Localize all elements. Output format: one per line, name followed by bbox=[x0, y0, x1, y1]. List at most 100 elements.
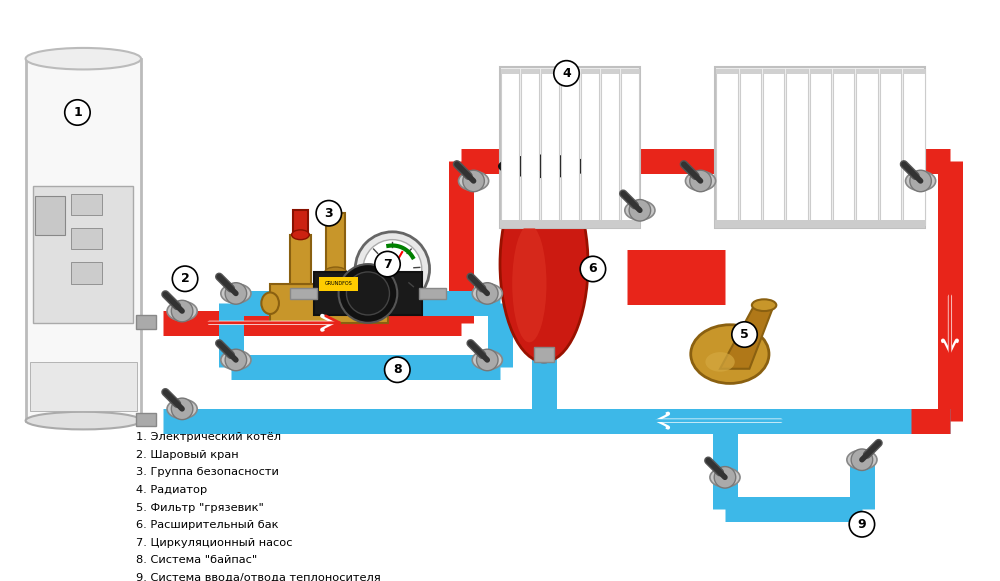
Bar bbox=[715, 66, 925, 228]
Bar bbox=[71, 193, 102, 215]
Bar bbox=[326, 213, 345, 272]
Ellipse shape bbox=[167, 302, 197, 321]
Text: 5: 5 bbox=[740, 328, 749, 341]
Bar bbox=[715, 220, 925, 228]
Circle shape bbox=[355, 232, 430, 306]
Circle shape bbox=[316, 200, 342, 226]
Ellipse shape bbox=[625, 200, 655, 220]
Bar bbox=[621, 70, 639, 225]
Bar bbox=[419, 288, 446, 299]
Bar bbox=[290, 288, 317, 299]
Bar bbox=[293, 210, 308, 235]
Bar bbox=[270, 284, 388, 323]
Circle shape bbox=[171, 398, 193, 419]
Bar bbox=[880, 70, 901, 225]
Ellipse shape bbox=[221, 284, 251, 303]
Ellipse shape bbox=[685, 171, 716, 191]
Bar bbox=[833, 70, 854, 74]
Bar bbox=[33, 186, 133, 323]
Bar bbox=[500, 66, 640, 228]
Ellipse shape bbox=[847, 450, 877, 469]
Text: 9: 9 bbox=[858, 518, 866, 531]
Text: 7. Циркуляционный насос: 7. Циркуляционный насос bbox=[136, 538, 293, 548]
Circle shape bbox=[225, 283, 247, 304]
Bar bbox=[786, 70, 808, 74]
Text: 3: 3 bbox=[325, 207, 333, 220]
Bar bbox=[763, 70, 784, 225]
Bar bbox=[71, 228, 102, 249]
Ellipse shape bbox=[379, 292, 396, 314]
Text: 6. Расширительный бак: 6. Расширительный бак bbox=[136, 520, 279, 530]
Bar bbox=[35, 196, 65, 235]
Ellipse shape bbox=[167, 399, 197, 418]
Bar bbox=[581, 70, 599, 74]
Circle shape bbox=[629, 199, 651, 221]
Bar bbox=[71, 262, 102, 284]
Ellipse shape bbox=[705, 352, 735, 372]
Circle shape bbox=[363, 239, 422, 298]
Ellipse shape bbox=[710, 468, 740, 487]
Bar bbox=[786, 70, 808, 225]
Bar bbox=[290, 235, 311, 284]
Text: 1. Электрический котёл: 1. Электрический котёл bbox=[136, 432, 281, 442]
Text: GRUNDFOS: GRUNDFOS bbox=[325, 281, 352, 286]
Bar bbox=[716, 70, 738, 74]
Ellipse shape bbox=[906, 171, 936, 191]
Ellipse shape bbox=[261, 292, 279, 314]
Circle shape bbox=[580, 256, 606, 282]
Circle shape bbox=[172, 266, 198, 292]
Circle shape bbox=[339, 264, 397, 323]
Bar bbox=[501, 70, 519, 225]
Circle shape bbox=[463, 170, 484, 192]
Bar bbox=[856, 70, 878, 74]
Circle shape bbox=[171, 300, 193, 322]
Text: 8: 8 bbox=[393, 363, 402, 376]
Text: 4: 4 bbox=[562, 67, 571, 80]
Bar bbox=[740, 70, 761, 74]
Bar bbox=[903, 70, 925, 74]
Bar bbox=[30, 362, 137, 411]
Bar bbox=[856, 70, 878, 225]
Text: 2. Шаровый кран: 2. Шаровый кран bbox=[136, 450, 239, 460]
Bar bbox=[880, 70, 901, 74]
Text: 2: 2 bbox=[181, 272, 189, 285]
Polygon shape bbox=[720, 305, 774, 369]
Bar bbox=[319, 277, 358, 290]
Bar bbox=[833, 70, 854, 225]
Ellipse shape bbox=[499, 156, 589, 177]
Text: 5. Фильтр "грязевик": 5. Фильтр "грязевик" bbox=[136, 503, 264, 512]
Bar bbox=[601, 70, 619, 74]
Text: 6: 6 bbox=[589, 263, 597, 275]
Circle shape bbox=[849, 511, 875, 537]
Circle shape bbox=[477, 349, 498, 371]
Circle shape bbox=[477, 283, 498, 304]
Text: 4. Радиатор: 4. Радиатор bbox=[136, 485, 207, 495]
Text: 7: 7 bbox=[383, 257, 392, 271]
Bar bbox=[541, 70, 559, 225]
Circle shape bbox=[225, 349, 247, 371]
Bar bbox=[521, 70, 539, 74]
Bar bbox=[621, 70, 639, 74]
Ellipse shape bbox=[472, 350, 502, 370]
Bar bbox=[136, 315, 156, 329]
Bar bbox=[521, 70, 539, 225]
Ellipse shape bbox=[221, 350, 251, 370]
Circle shape bbox=[65, 100, 90, 125]
Bar bbox=[381, 296, 404, 306]
Ellipse shape bbox=[512, 225, 546, 342]
Bar bbox=[561, 70, 579, 225]
Circle shape bbox=[690, 170, 711, 192]
Ellipse shape bbox=[292, 230, 309, 239]
Bar bbox=[810, 70, 831, 225]
Bar bbox=[500, 220, 640, 228]
Text: 9. Система ввода/отвода теплоносителя: 9. Система ввода/отвода теплоносителя bbox=[136, 573, 381, 581]
Circle shape bbox=[714, 467, 736, 488]
Circle shape bbox=[554, 60, 579, 86]
Bar bbox=[26, 59, 141, 421]
Text: 1: 1 bbox=[73, 106, 82, 119]
Circle shape bbox=[346, 272, 389, 315]
Bar bbox=[763, 70, 784, 74]
Circle shape bbox=[375, 252, 400, 277]
Ellipse shape bbox=[500, 166, 588, 362]
Ellipse shape bbox=[472, 284, 502, 303]
